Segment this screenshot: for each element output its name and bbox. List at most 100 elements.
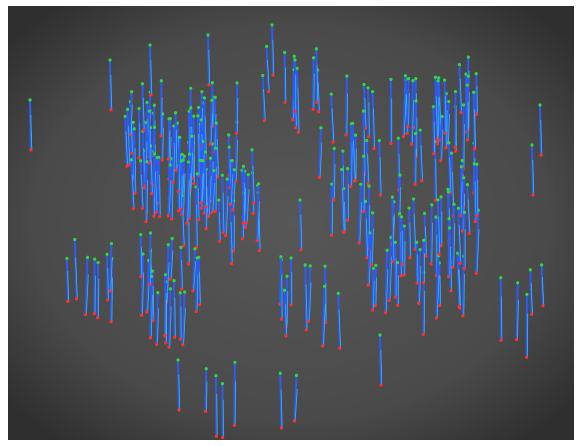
- track-start: [270, 23, 273, 26]
- track-end: [181, 343, 184, 346]
- track-line: [368, 88, 369, 137]
- track-start: [443, 79, 446, 82]
- track-end: [332, 198, 335, 201]
- track-start: [434, 216, 437, 219]
- track-end: [148, 283, 151, 286]
- track-start: [227, 133, 230, 136]
- track-end: [435, 317, 438, 320]
- track-start: [176, 358, 179, 361]
- track-end: [163, 334, 166, 337]
- track-start: [346, 167, 349, 170]
- track-end: [294, 126, 297, 129]
- track-end: [317, 110, 320, 113]
- track-start: [189, 107, 192, 110]
- track-highlight: [285, 67, 286, 102]
- track-end: [357, 241, 360, 244]
- track-start: [441, 115, 444, 118]
- track-start: [304, 263, 307, 266]
- track-start: [415, 241, 418, 244]
- track-end: [108, 289, 111, 292]
- track-end: [204, 227, 207, 230]
- track-start: [466, 84, 469, 87]
- track-start: [108, 58, 111, 61]
- track-end: [207, 83, 210, 86]
- track-start: [419, 128, 422, 131]
- track-highlight: [434, 121, 435, 154]
- track-end: [372, 147, 375, 150]
- track-end: [541, 304, 544, 307]
- track-end: [210, 211, 213, 214]
- track-end: [344, 133, 347, 136]
- track-end: [444, 132, 447, 135]
- track-end: [459, 111, 462, 114]
- track-end: [437, 253, 440, 256]
- track-end: [349, 185, 352, 188]
- track-start: [132, 121, 135, 124]
- track-end: [530, 313, 533, 316]
- track-end: [475, 214, 478, 217]
- track-end: [346, 219, 349, 222]
- track-end: [149, 93, 152, 96]
- track-start: [196, 114, 199, 117]
- track-start: [197, 106, 200, 109]
- track-start: [242, 165, 245, 168]
- track-start: [189, 87, 192, 90]
- track-line: [107, 254, 108, 300]
- track-start: [153, 126, 156, 129]
- track-end: [158, 215, 161, 218]
- track-start: [448, 226, 451, 229]
- track-end: [218, 240, 221, 243]
- track-start: [73, 238, 76, 241]
- track-end: [231, 208, 234, 211]
- track-start: [529, 268, 532, 271]
- track-end: [365, 256, 368, 259]
- track-end: [399, 274, 402, 277]
- track-end: [149, 336, 152, 339]
- track-start: [283, 51, 286, 54]
- track-start: [386, 249, 389, 252]
- track-end: [142, 128, 145, 131]
- track-start: [516, 281, 519, 284]
- track-line: [316, 49, 317, 102]
- track-start: [137, 107, 140, 110]
- track-start: [226, 178, 229, 181]
- track-start: [312, 56, 315, 59]
- track-start: [371, 90, 374, 93]
- track-end: [144, 220, 147, 223]
- track-start: [279, 372, 282, 375]
- track-end: [307, 320, 310, 323]
- track-start: [215, 122, 218, 125]
- track-end: [531, 193, 534, 196]
- track-end: [258, 249, 261, 252]
- track-end: [192, 182, 195, 185]
- track-end: [132, 207, 135, 210]
- track-end: [284, 334, 287, 337]
- track-start: [414, 132, 417, 135]
- track-start: [293, 55, 296, 58]
- track-end: [130, 152, 133, 155]
- track-start: [414, 99, 417, 102]
- track-start: [340, 168, 343, 171]
- track-start: [447, 141, 450, 144]
- track-end: [209, 143, 212, 146]
- track-start: [28, 98, 31, 101]
- track-end: [318, 176, 321, 179]
- track-end: [106, 298, 109, 301]
- track-start: [467, 75, 470, 78]
- track-end: [353, 179, 356, 182]
- track-end: [171, 181, 174, 184]
- track-end: [461, 314, 464, 317]
- track-start: [397, 137, 400, 140]
- track-start: [407, 206, 410, 209]
- track-start: [206, 33, 209, 36]
- track-end: [207, 215, 210, 218]
- track-end: [370, 263, 373, 266]
- track-end: [252, 201, 255, 204]
- track-start: [462, 103, 465, 106]
- track-start: [167, 117, 170, 120]
- track-start: [130, 90, 133, 93]
- track-start: [391, 196, 394, 199]
- track-start: [525, 293, 528, 296]
- track-end: [379, 193, 382, 196]
- track-start: [362, 83, 365, 86]
